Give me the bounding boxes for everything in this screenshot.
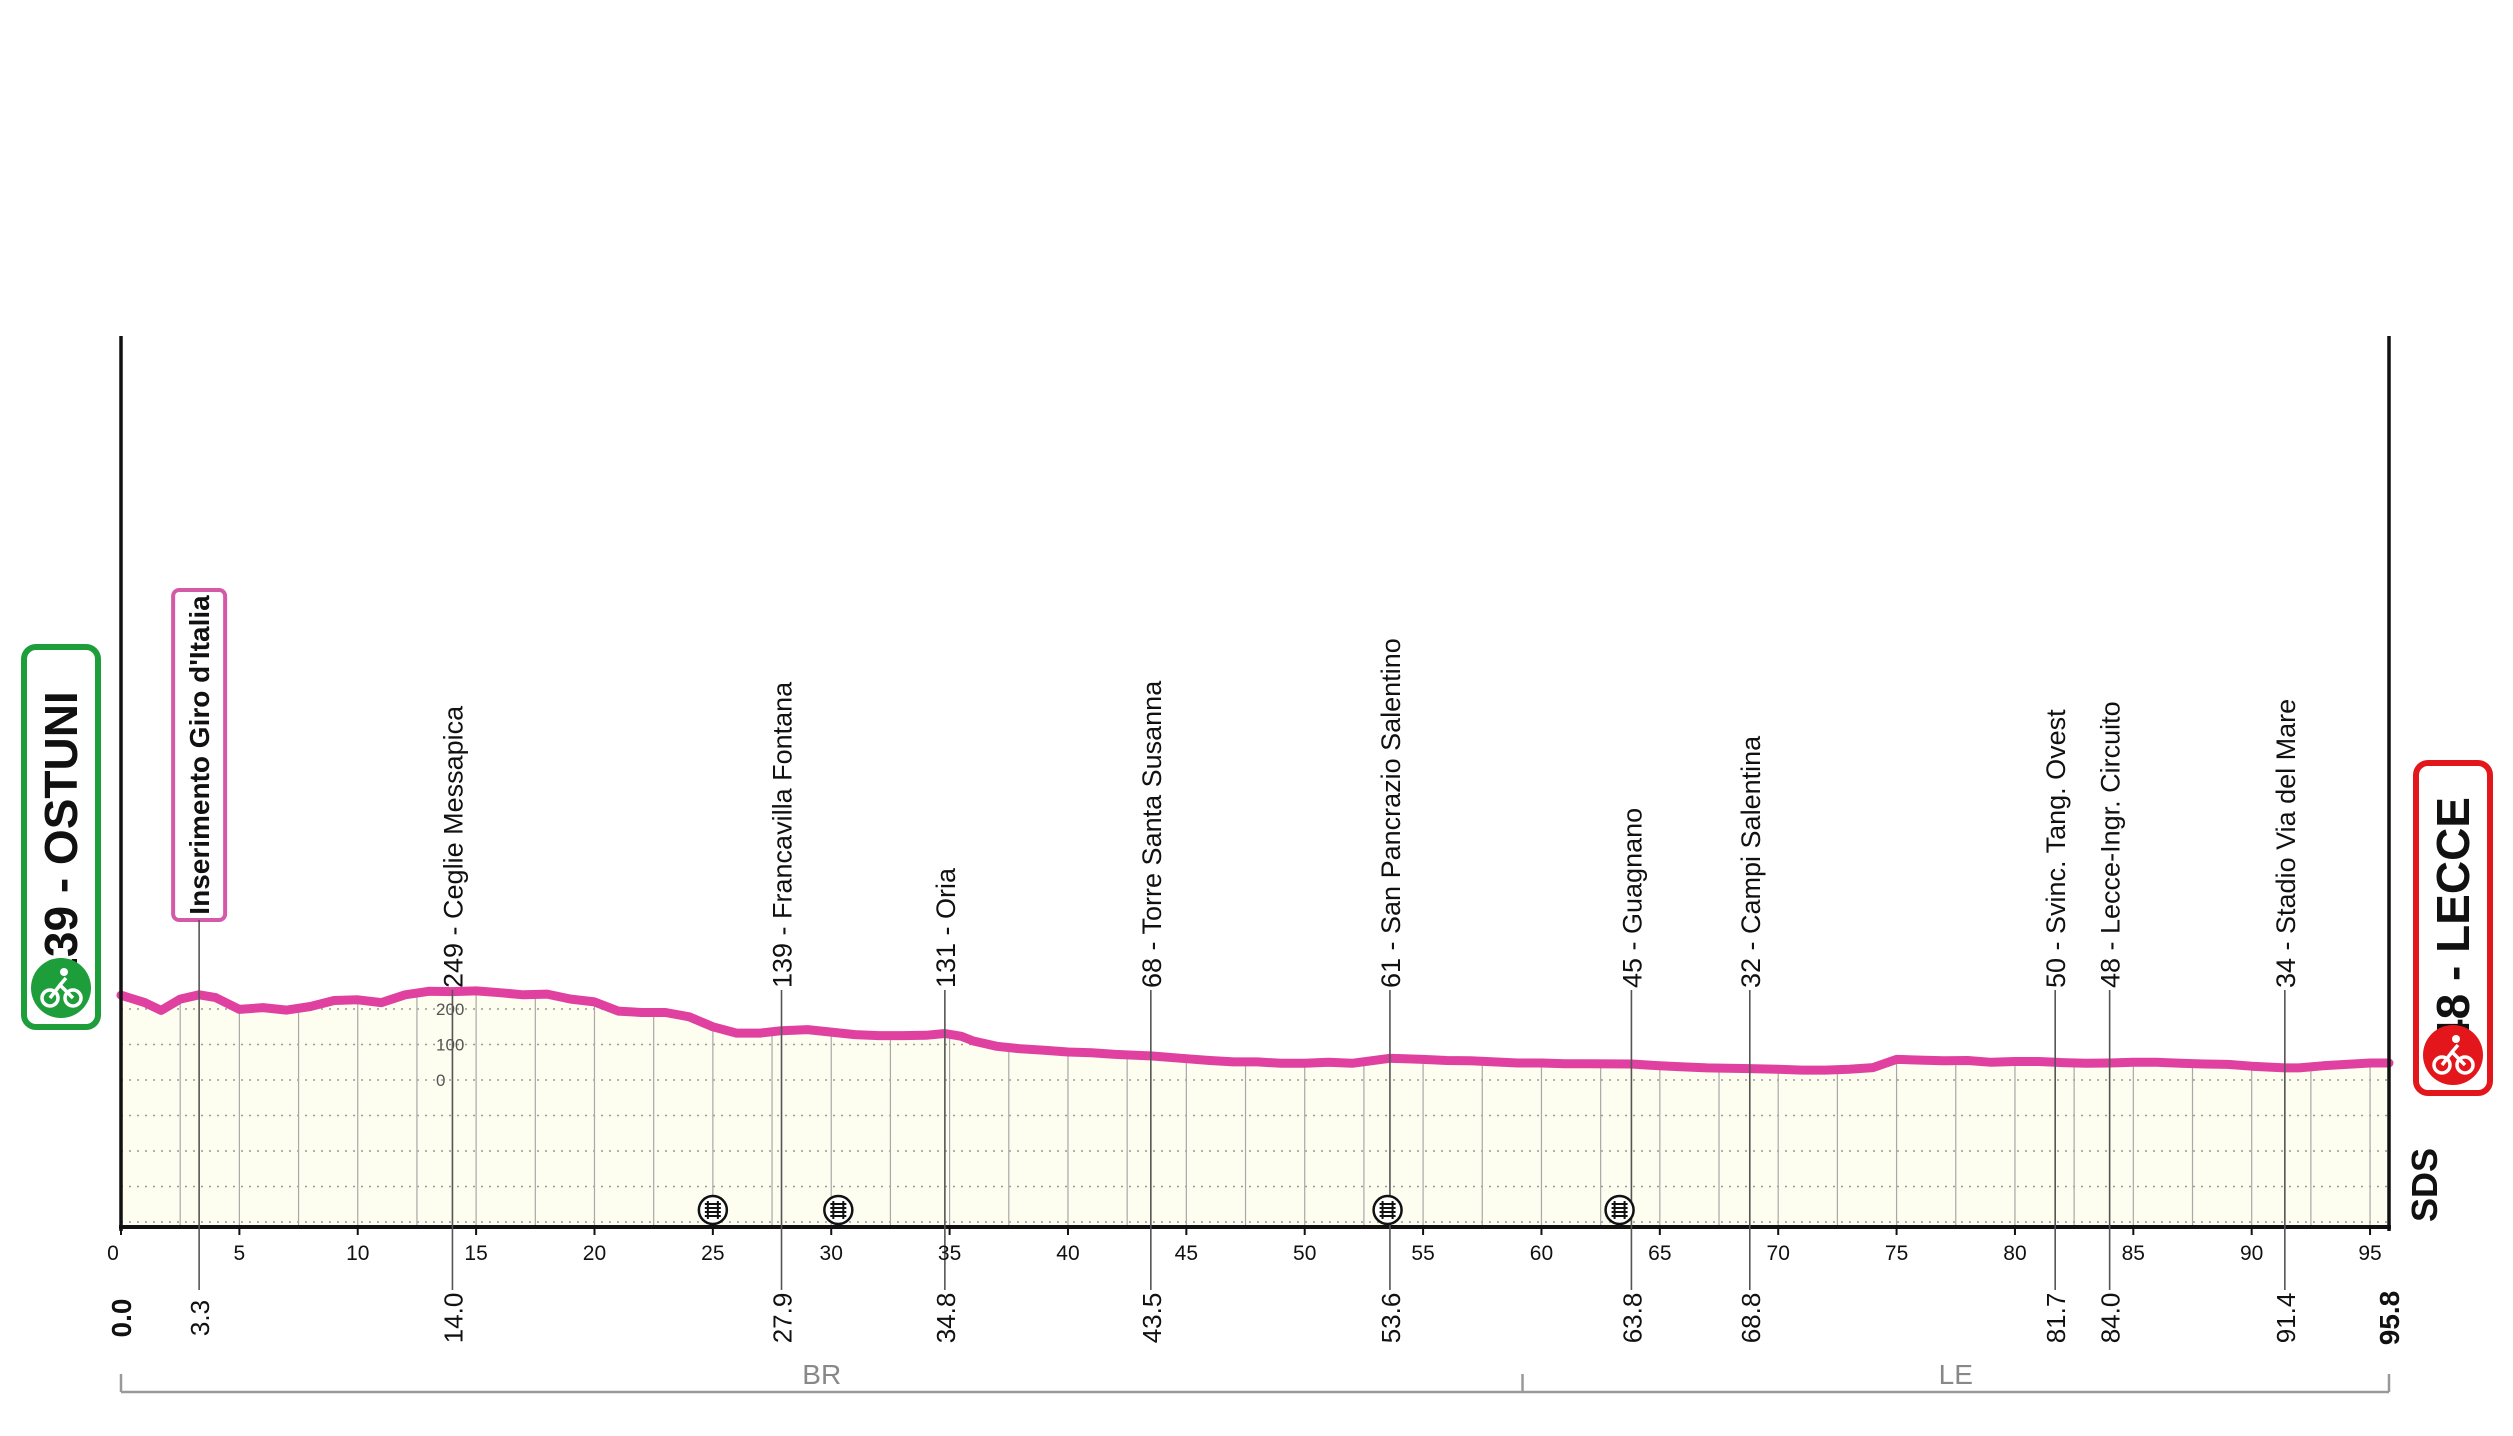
waypoint-km-label: 81.7 — [2041, 1293, 2071, 1344]
x-tick-label: 20 — [583, 1242, 606, 1265]
waypoint-km-label: 27.9 — [768, 1293, 798, 1344]
waypoint-km-label: 68.8 — [1736, 1293, 1766, 1344]
x-tick-label: 0 — [107, 1242, 119, 1265]
x-tick-label: 50 — [1293, 1242, 1316, 1265]
x-tick-label: 80 — [2003, 1242, 2026, 1265]
waypoint-label: 45 - Guagnano — [1617, 808, 1647, 988]
y-tick-label: 0 — [436, 1071, 445, 1090]
waypoint-label: 34 - Stadio Via del Mare — [2271, 699, 2301, 988]
start-km-label: 0.0 — [106, 1299, 137, 1338]
waypoint-km-label: 14.0 — [438, 1293, 468, 1344]
waypoint-label: 61 - San Pancrazio Salentino — [1376, 638, 1406, 988]
profile-line — [116, 986, 2394, 1075]
province-label: BR — [802, 1359, 841, 1390]
x-tick-label: 15 — [464, 1242, 487, 1265]
finish-badge: 48 - LECCE — [2413, 760, 2493, 1096]
waypoint-label: 32 - Campi Salentina — [1736, 735, 1766, 988]
waypoint-km-label: 43.5 — [1137, 1293, 1167, 1344]
level-crossing-icon — [823, 1194, 854, 1226]
y-tick-label: 200 — [436, 1000, 464, 1019]
profile-area — [121, 990, 2389, 1227]
x-tick-label: 85 — [2122, 1242, 2145, 1265]
y-tick-label: 100 — [436, 1036, 464, 1055]
level-crossing-icon — [1372, 1194, 1403, 1226]
waypoint-km-label: 53.6 — [1376, 1293, 1406, 1344]
x-tick-label: 55 — [1411, 1242, 1434, 1265]
finish-badge-frame — [2413, 760, 2493, 1096]
waypoint-label: Inserimento Giro d'Italia — [184, 595, 215, 915]
x-tick-label: 35 — [938, 1242, 961, 1265]
waypoint-km-label: 84.0 — [2096, 1293, 2126, 1344]
waypoint-label: 131 - Oria — [931, 867, 961, 988]
level-crossing-icon — [697, 1194, 729, 1226]
finish-label: 48 - LECCE — [2427, 797, 2479, 1045]
x-tick-label: 40 — [1056, 1242, 1079, 1265]
x-tick-label: 10 — [346, 1242, 369, 1265]
start-label: 239 - OSTUNI — [35, 691, 87, 982]
waypoint-label: 48 - Lecce-Ingr. Circuito — [2096, 701, 2126, 988]
level-crossing-rails — [1379, 1201, 1396, 1219]
sds-watermark: SDS — [2404, 1148, 2445, 1222]
waypoint-km-label: 3.3 — [185, 1300, 215, 1336]
waypoint-km-label: 63.8 — [1617, 1293, 1647, 1344]
x-tick-label: 60 — [1530, 1242, 1553, 1265]
x-tick-label: 65 — [1648, 1242, 1671, 1265]
finish-bike-icon — [2432, 1043, 2475, 1075]
start-badge-frame — [21, 644, 101, 1030]
x-tick-label: 75 — [1885, 1242, 1908, 1265]
start-bike-icon — [40, 976, 83, 1008]
waypoint-label: 249 - Ceglie Messapica — [438, 705, 468, 988]
x-tick-label: 95 — [2358, 1242, 2381, 1265]
x-tick-label: 90 — [2240, 1242, 2263, 1265]
level-crossing-rails — [704, 1201, 721, 1219]
x-tick-label: 25 — [701, 1242, 724, 1265]
waypoint-km-label: 34.8 — [931, 1293, 961, 1344]
level-crossing-rails — [830, 1201, 847, 1219]
x-tick-label: 5 — [234, 1242, 246, 1265]
level-crossing-icon — [1604, 1194, 1635, 1226]
x-tick-label: 30 — [820, 1242, 843, 1265]
level-crossing-rails — [1611, 1201, 1628, 1219]
waypoint-km-label: 91.4 — [2271, 1293, 2301, 1344]
start-badge: 239 - OSTUNI — [21, 644, 101, 1030]
x-tick-label: 70 — [1767, 1242, 1790, 1265]
waypoint-label: 139 - Francavilla Fontana — [768, 681, 798, 988]
province-label: LE — [1939, 1359, 1973, 1390]
x-tick-label: 45 — [1175, 1242, 1198, 1265]
waypoint-label: 68 - Torre Santa Susanna — [1137, 680, 1167, 988]
waypoint-label: 50 - Svinc. Tang. Ovest — [2041, 709, 2071, 988]
finish-km-label: 95.8 — [2374, 1291, 2405, 1346]
